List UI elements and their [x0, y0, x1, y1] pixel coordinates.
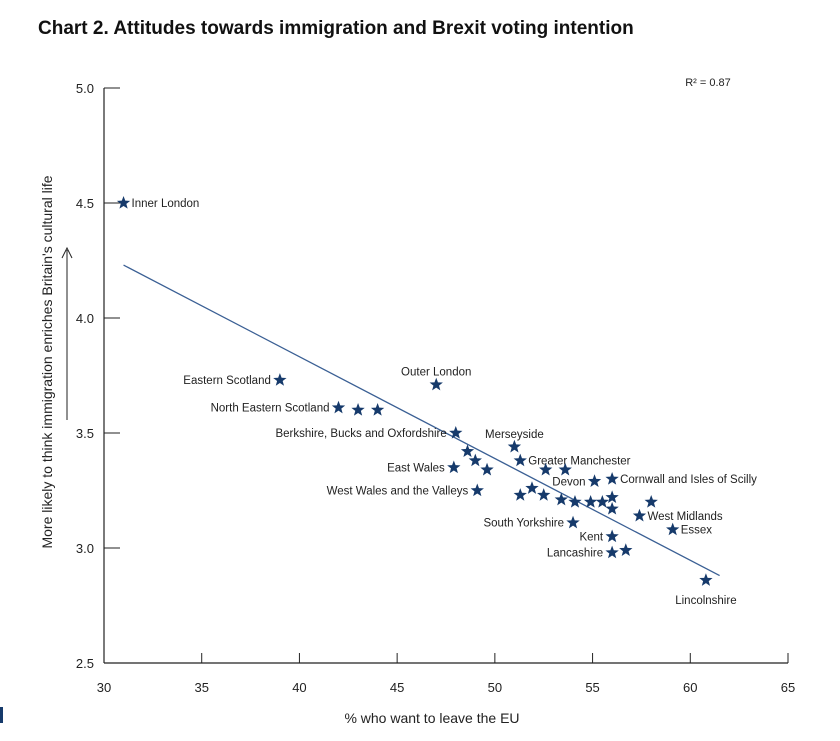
data-point-label: Lincolnshire — [675, 595, 736, 607]
data-point-star — [587, 474, 602, 487]
data-point-label: Lancashire — [547, 548, 603, 560]
data-point-star — [644, 495, 658, 508]
x-tick-label: 55 — [585, 680, 599, 695]
data-point-label: West Wales and the Valleys — [327, 486, 469, 498]
data-point-star — [632, 508, 647, 522]
x-tick-label: 30 — [97, 680, 111, 695]
data-point-star — [429, 377, 443, 391]
trendline — [123, 264, 720, 577]
data-point-star — [331, 400, 346, 414]
data-point-label: Essex — [681, 525, 713, 537]
data-point-label: East Wales — [387, 463, 445, 475]
data-point-label: North Eastern Scotland — [211, 403, 330, 415]
data-point-star — [605, 529, 619, 543]
y-axis-title: More likely to think immigration enriche… — [39, 175, 55, 548]
data-point-star — [480, 462, 494, 476]
data-point-star — [449, 426, 463, 439]
data-point-star — [605, 501, 619, 515]
y-tick-label: 2.5 — [76, 656, 94, 671]
data-point-star — [595, 495, 609, 508]
data-point-star — [554, 492, 568, 506]
data-points: Inner London Eastern Scotland North Easter… — [116, 196, 757, 607]
data-point-label: Devon — [552, 476, 585, 488]
data-point-label: Cornwall and Isles of Scilly — [620, 474, 757, 486]
data-point-label: Merseyside — [485, 429, 544, 441]
edge-marker — [0, 707, 3, 723]
data-point-star — [273, 373, 287, 386]
data-point-star — [507, 439, 522, 453]
data-point-star — [566, 515, 580, 529]
data-point-star — [699, 573, 713, 586]
data-point-label: West Midlands — [647, 511, 722, 523]
data-point-label: Berkshire, Bucks and Oxfordshire — [275, 428, 446, 440]
axes: 30 35 40 45 50 55 60 65 2.5 3.0 3.5 4.0 4.5 5.0 — [76, 81, 795, 695]
r-squared-annotation: R² = 0.87 — [685, 77, 731, 89]
data-point-star — [370, 403, 385, 416]
x-tick-label: 50 — [488, 680, 502, 695]
data-point-label: Eastern Scotland — [183, 375, 271, 387]
data-point-star — [447, 460, 461, 474]
y-axis-arrow — [61, 246, 73, 420]
data-point-star — [605, 472, 619, 485]
y-tick-label: 5.0 — [76, 81, 94, 96]
data-point-label: Greater Manchester — [528, 456, 630, 468]
y-tick-label: 3.5 — [76, 426, 94, 441]
data-point-label: Inner London — [132, 198, 200, 210]
data-point-star — [619, 543, 633, 556]
data-point-star — [605, 490, 619, 504]
data-point-label: Outer London — [401, 367, 471, 379]
data-point-star — [116, 196, 131, 209]
y-tick-label: 4.5 — [76, 196, 94, 211]
data-point-star — [470, 483, 484, 497]
data-point-star — [525, 481, 539, 494]
data-point-star — [558, 462, 572, 476]
data-point-star — [568, 495, 582, 508]
trendline-group — [123, 264, 720, 577]
y-tick-label: 4.0 — [76, 311, 94, 326]
x-tick-label: 35 — [194, 680, 208, 695]
data-point-star — [539, 462, 553, 476]
data-point-label: Kent — [579, 532, 603, 544]
x-tick-label: 45 — [390, 680, 404, 695]
data-point-star — [583, 495, 598, 508]
data-point-star — [351, 403, 365, 416]
chart-title: Chart 2. Attitudes towards immigration a… — [38, 18, 634, 39]
data-point-star — [666, 522, 680, 536]
data-point-star — [605, 545, 619, 559]
x-tick-label: 40 — [292, 680, 306, 695]
data-point-star — [513, 488, 527, 501]
x-tick-label: 60 — [683, 680, 697, 695]
x-tick-label: 65 — [781, 680, 795, 695]
data-point-star — [460, 444, 475, 458]
data-point-star — [468, 453, 482, 467]
y-tick-label: 3.0 — [76, 541, 94, 556]
x-axis-title: % who want to leave the EU — [344, 710, 519, 726]
data-point-star — [513, 453, 527, 467]
data-point-label: South Yorkshire — [483, 518, 564, 530]
data-point-star — [537, 488, 551, 501]
